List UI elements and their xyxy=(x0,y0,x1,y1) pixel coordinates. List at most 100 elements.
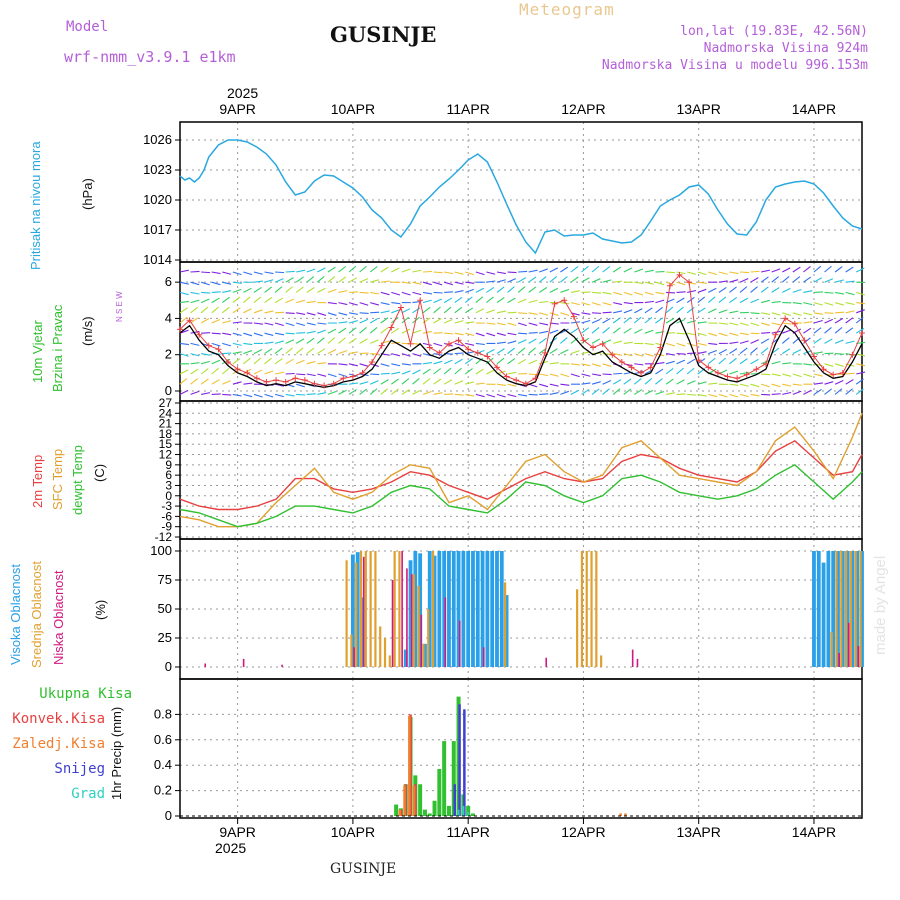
wind-arrow xyxy=(686,367,695,375)
wind-arrow xyxy=(338,276,347,283)
cloud-high-bar xyxy=(413,551,418,667)
wind-arrow xyxy=(538,276,547,283)
wind-arrow xyxy=(274,383,284,387)
wind-arrow xyxy=(496,393,506,398)
wind-gust-marker xyxy=(225,358,232,365)
wind-arrow xyxy=(222,320,232,324)
wind-arrow xyxy=(507,286,515,293)
y-tick-label: 0.2 xyxy=(154,783,172,798)
wind-arrow xyxy=(274,278,284,283)
wind-arrow xyxy=(317,362,327,365)
wind-arrow xyxy=(539,312,549,316)
wind-arrow xyxy=(803,290,813,293)
wind-arrow xyxy=(845,327,854,334)
wind-arrow xyxy=(781,337,790,344)
wind-gust-marker xyxy=(369,358,376,365)
cloud-mid-bar xyxy=(388,655,391,667)
cloud-low-bar xyxy=(420,614,423,667)
wind-arrow xyxy=(729,332,739,336)
wind-arrow xyxy=(834,327,843,334)
wind-arrow xyxy=(570,321,580,324)
wind-arrow xyxy=(549,383,559,387)
wind-arrow xyxy=(243,342,253,346)
cloud-mid-bar xyxy=(359,551,363,667)
wind-arrow xyxy=(211,291,221,293)
cloud-high-bar xyxy=(831,551,836,667)
wind-arrow xyxy=(845,317,854,324)
wind-arrow xyxy=(591,327,600,334)
wind-arrow xyxy=(666,271,676,274)
wind-arrow xyxy=(792,349,802,355)
wind-arrow xyxy=(687,320,697,324)
wind-arrow xyxy=(803,327,812,334)
wind-arrow xyxy=(665,342,675,347)
wind-arrow xyxy=(824,318,833,324)
cloud-mid-bar xyxy=(427,609,430,667)
wind-arrow xyxy=(824,312,834,314)
wind-arrow xyxy=(306,360,316,365)
wind-arrow xyxy=(444,332,454,335)
wind-arrow xyxy=(771,268,781,273)
cloud-high-bar xyxy=(499,551,504,667)
wind-arrow xyxy=(401,370,411,375)
wind-arrow xyxy=(221,296,230,304)
cloud-high-bar xyxy=(840,551,845,667)
wind-arrow xyxy=(306,312,316,316)
wind-arrow xyxy=(824,338,833,344)
precip-freezing-bar xyxy=(619,813,622,816)
wind-arrow xyxy=(834,388,843,395)
wind-gust-marker xyxy=(340,375,347,382)
wind-arrow xyxy=(803,389,812,395)
wind-arrow xyxy=(306,287,315,293)
wind-arrow xyxy=(845,379,854,385)
wind-arrow xyxy=(739,347,748,355)
wind-arrow xyxy=(760,276,769,283)
wind-arrow xyxy=(781,275,790,283)
wind-arrow xyxy=(465,271,475,276)
wind-arrow xyxy=(222,271,232,275)
wind-arrow xyxy=(813,327,822,334)
wind-arrow xyxy=(465,332,475,337)
wind-arrow xyxy=(792,390,802,395)
wind-arrow xyxy=(570,276,579,283)
wind-arrow xyxy=(718,332,728,337)
wind-arrow xyxy=(771,312,781,316)
wind-arrow xyxy=(750,298,760,304)
precip-total-bar xyxy=(442,741,447,816)
wind-arrow xyxy=(412,377,420,385)
wind-arrow xyxy=(274,347,283,355)
wind-arrow xyxy=(655,281,665,286)
wind-arrow xyxy=(454,296,463,304)
wind-gust-marker xyxy=(830,371,837,378)
wind-arrow xyxy=(708,287,717,293)
wind-arrow xyxy=(824,265,832,273)
wind-arrow xyxy=(454,290,464,293)
wind-arrow xyxy=(560,373,570,378)
wind-arrow xyxy=(190,317,199,324)
wind-arrow xyxy=(560,288,570,293)
wind-arrow xyxy=(232,271,242,276)
wind-gust-marker xyxy=(330,380,337,387)
wind-arrow xyxy=(179,300,189,304)
wind-arrow xyxy=(760,359,770,365)
y-tick-label: 0.6 xyxy=(154,732,172,747)
wind-arrow xyxy=(560,383,570,386)
wind-arrow xyxy=(390,388,399,395)
wind-arrow xyxy=(834,339,844,344)
wind-arrow xyxy=(327,390,337,395)
wind-arrow xyxy=(274,297,284,304)
wind-arrow xyxy=(803,266,811,273)
wind-arrow xyxy=(465,342,475,346)
wind-arrow xyxy=(190,291,200,295)
wind-arrow xyxy=(718,296,727,304)
wind-gust-marker xyxy=(493,364,500,371)
wind-arrow xyxy=(856,309,865,314)
wind-gust-marker xyxy=(734,375,741,382)
wind-arrow xyxy=(623,302,633,305)
wind-gust-marker xyxy=(791,320,798,327)
wind-gust-marker xyxy=(417,297,424,304)
cloud-high-bar xyxy=(816,551,821,667)
wind-arrow xyxy=(602,388,610,395)
wind-arrow xyxy=(760,322,770,326)
wind-arrow xyxy=(834,317,844,324)
